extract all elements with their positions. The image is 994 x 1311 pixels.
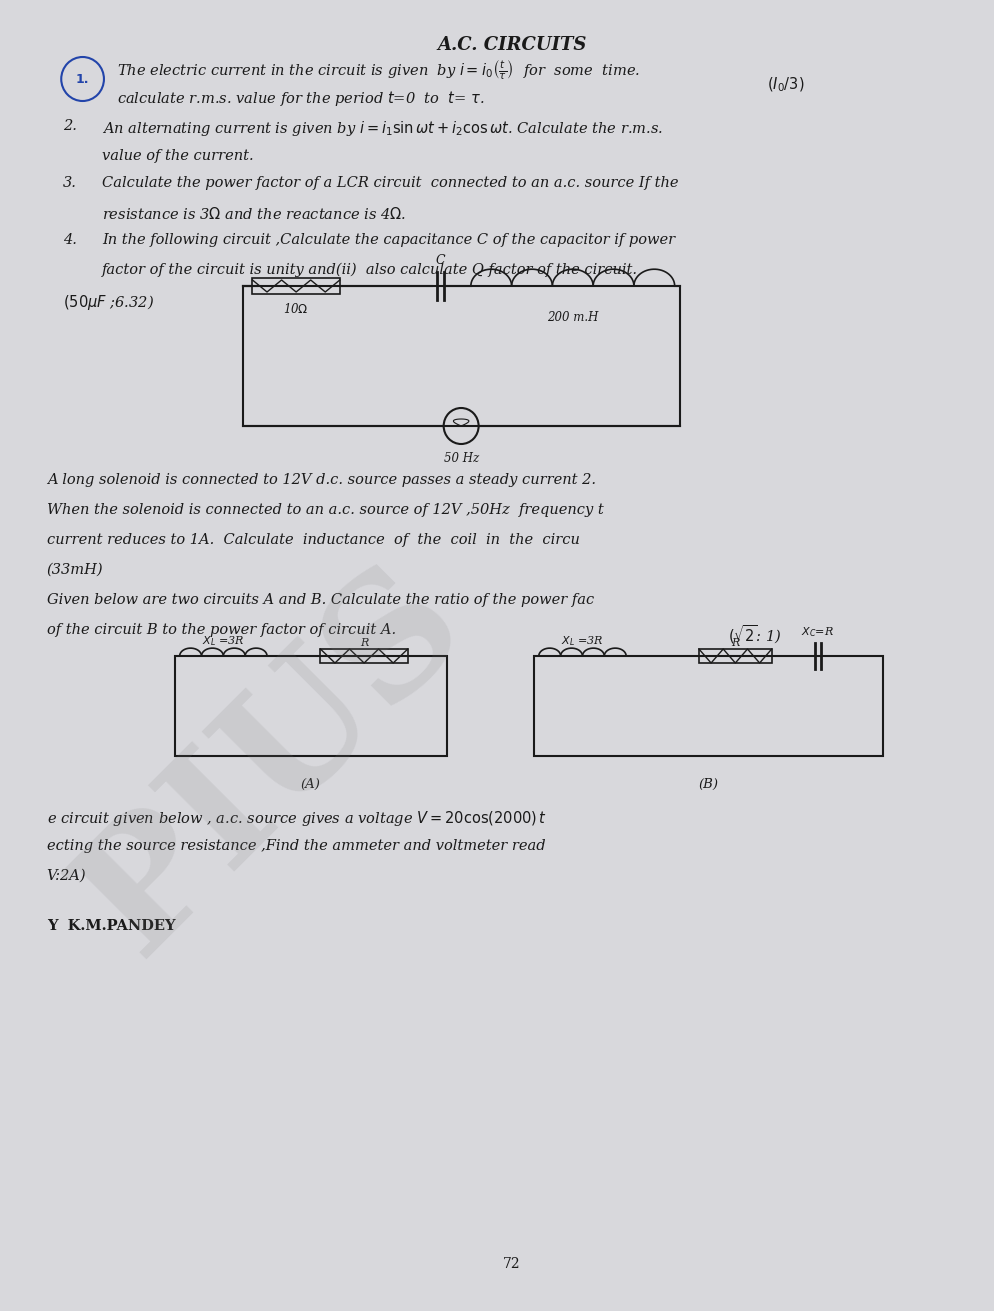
Text: ecting the source resistance ,Find the ammeter and voltmeter read: ecting the source resistance ,Find the a… [47,839,545,853]
Text: resistance is 3$\Omega$ and the reactance is 4$\Omega$.: resistance is 3$\Omega$ and the reactanc… [102,206,406,222]
Text: 72: 72 [502,1257,520,1270]
Bar [698,649,771,663]
Text: $(\sqrt{2}$: 1): $(\sqrt{2}$: 1) [728,623,780,646]
Text: 2.: 2. [63,119,77,132]
Text: 3.: 3. [63,176,77,190]
Text: In the following circuit ,Calculate the capacitance C of the capacitor if power: In the following circuit ,Calculate the … [102,233,675,246]
Text: of the circuit B to the power factor of circuit A.: of the circuit B to the power factor of … [47,623,396,637]
Text: (33mH): (33mH) [47,562,103,577]
Bar [320,649,408,663]
Text: The electric current in the circuit is given  by $i = i_0\left(\frac{t}{\tau}\ri: The electric current in the circuit is g… [116,59,639,83]
Text: 50 Hz: 50 Hz [443,452,478,465]
Text: PIUS: PIUS [49,538,494,985]
Text: Calculate the power factor of a LCR circuit  connected to an a.c. source If the: Calculate the power factor of a LCR circ… [102,176,678,190]
Text: (B): (B) [698,777,718,791]
Text: $(50\mu F$ ;6.32): $(50\mu F$ ;6.32) [63,292,154,312]
Bar [175,656,446,756]
Text: V:2A): V:2A) [47,869,86,884]
Text: R: R [360,638,368,648]
Text: Y  K.M.PANDEY: Y K.M.PANDEY [47,919,175,933]
Text: current reduces to 1A.  Calculate  inductance  of  the  coil  in  the  circu: current reduces to 1A. Calculate inducta… [47,534,579,547]
Text: R: R [731,638,739,648]
Text: e circuit given below , a.c. source gives a voltage $V = 20\cos(2000)\,t$: e circuit given below , a.c. source give… [47,809,546,829]
Text: A.C. CIRCUITS: A.C. CIRCUITS [436,35,585,54]
Text: $(I_0/3)$: $(I_0/3)$ [766,76,804,94]
Bar [252,278,340,294]
Text: $X_L$ =3R: $X_L$ =3R [202,635,245,648]
Text: factor of the circuit is unity and(ii)  also calculate Q factor of the circuit.: factor of the circuit is unity and(ii) a… [102,264,637,278]
Text: 200 m.H: 200 m.H [547,311,597,324]
Text: $X_L$ =3R: $X_L$ =3R [561,635,603,648]
Text: When the solenoid is connected to an a.c. source of 12V ,50Hz  frequency t: When the solenoid is connected to an a.c… [47,503,602,517]
Text: A long solenoid is connected to 12V d.c. source passes a steady current 2.: A long solenoid is connected to 12V d.c.… [47,473,595,486]
Text: 10$\Omega$: 10$\Omega$ [283,302,308,316]
Text: 1.: 1. [76,72,89,85]
Text: C: C [435,254,444,267]
Text: 4.: 4. [63,233,77,246]
Text: value of the current.: value of the current. [102,149,253,163]
Text: (A): (A) [300,777,320,791]
Text: Given below are two circuits A and B. Calculate the ratio of the power fac: Given below are two circuits A and B. Ca… [47,593,593,607]
Bar [534,656,883,756]
Text: calculate r.m.s. value for the period $t$=0  to  $t$= $\tau$.: calculate r.m.s. value for the period $t… [116,89,483,108]
Text: $X_C$=R: $X_C$=R [801,625,834,638]
Text: An alternating current is given by $i = i_1 \sin\omega t + i_2 \cos\omega t$. Ca: An alternating current is given by $i = … [102,119,662,138]
